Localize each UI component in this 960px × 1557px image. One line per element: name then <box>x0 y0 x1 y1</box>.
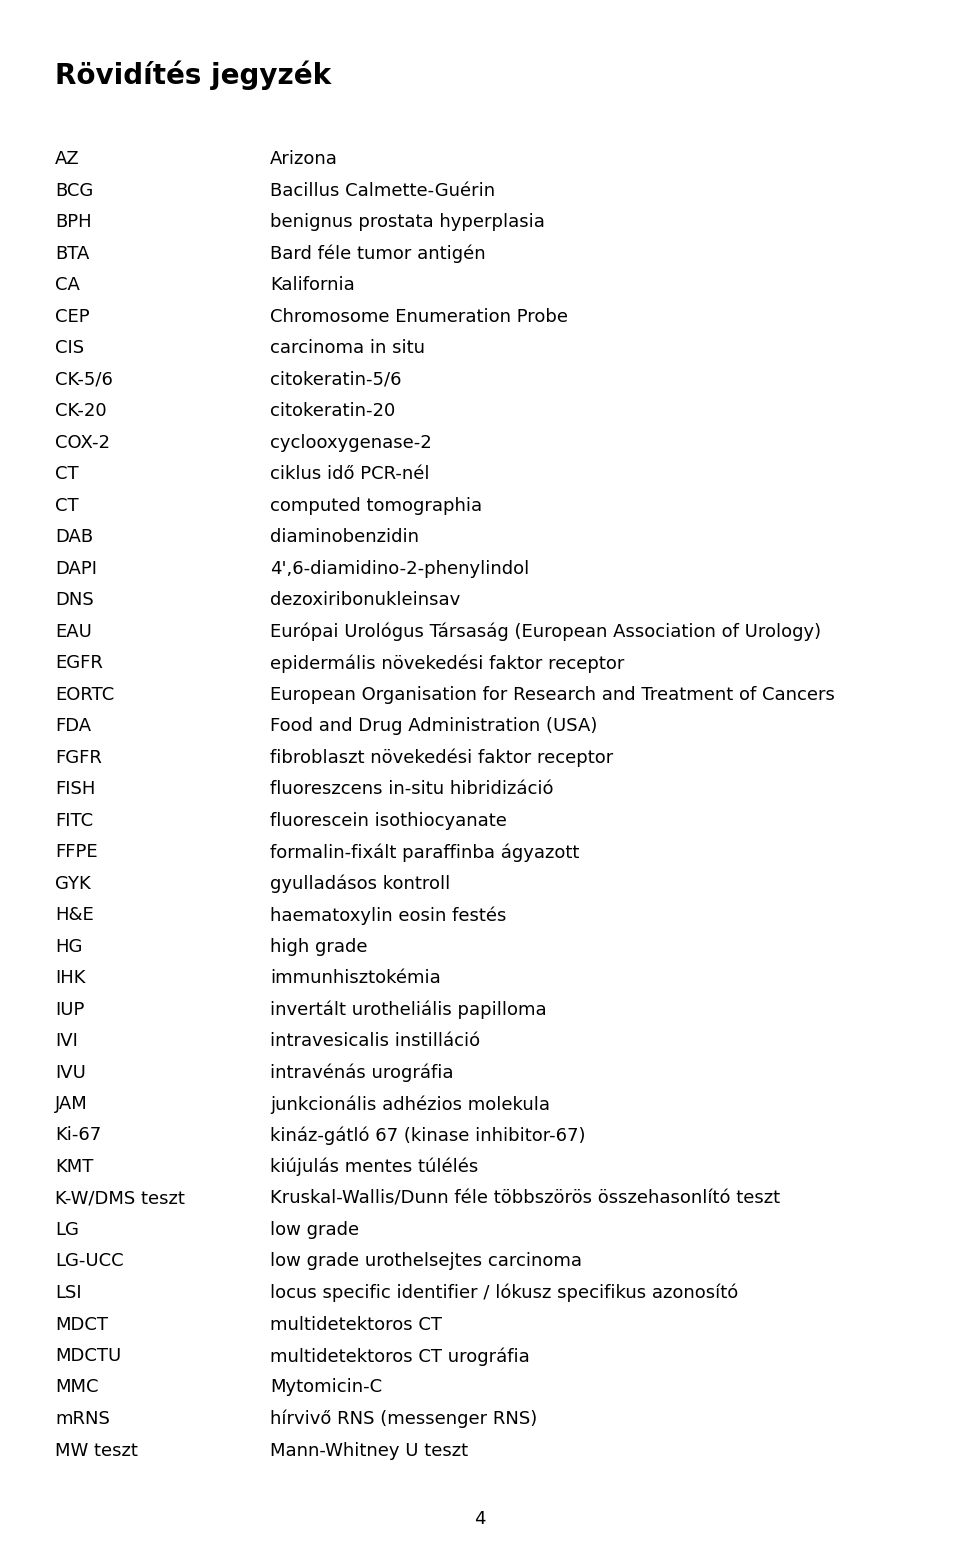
Text: low grade urothelsejtes carcinoma: low grade urothelsejtes carcinoma <box>270 1252 582 1271</box>
Text: immunhisztokémia: immunhisztokémia <box>270 968 441 987</box>
Text: 4',6-diamidino-2-phenylindol: 4',6-diamidino-2-phenylindol <box>270 559 529 578</box>
Text: computed tomographia: computed tomographia <box>270 497 482 514</box>
Text: hírvivő RNS (messenger RNS): hírvivő RNS (messenger RNS) <box>270 1411 538 1428</box>
Text: Bacillus Calmette-Guérin: Bacillus Calmette-Guérin <box>270 182 495 199</box>
Text: benignus prostata hyperplasia: benignus prostata hyperplasia <box>270 213 545 230</box>
Text: H&E: H&E <box>55 906 94 923</box>
Text: MDCTU: MDCTU <box>55 1347 121 1365</box>
Text: junkcionális adhézios molekula: junkcionális adhézios molekula <box>270 1095 550 1113</box>
Text: Mann-Whitney U teszt: Mann-Whitney U teszt <box>270 1442 468 1459</box>
Text: HG: HG <box>55 937 83 956</box>
Text: IVI: IVI <box>55 1032 78 1049</box>
Text: LG-UCC: LG-UCC <box>55 1252 124 1271</box>
Text: CT: CT <box>55 466 79 483</box>
Text: Kalifornia: Kalifornia <box>270 276 355 294</box>
Text: LG: LG <box>55 1221 79 1239</box>
Text: intravénás urográfia: intravénás urográfia <box>270 1063 453 1082</box>
Text: haematoxylin eosin festés: haematoxylin eosin festés <box>270 906 506 925</box>
Text: KMT: KMT <box>55 1158 93 1176</box>
Text: CEP: CEP <box>55 307 89 325</box>
Text: Európai Urológus Társaság (European Association of Urology): Európai Urológus Társaság (European Asso… <box>270 623 821 641</box>
Text: FGFR: FGFR <box>55 749 102 766</box>
Text: CK-5/6: CK-5/6 <box>55 371 113 389</box>
Text: high grade: high grade <box>270 937 368 956</box>
Text: BCG: BCG <box>55 182 93 199</box>
Text: FISH: FISH <box>55 780 95 799</box>
Text: K-W/DMS teszt: K-W/DMS teszt <box>55 1190 185 1208</box>
Text: DAPI: DAPI <box>55 559 97 578</box>
Text: fluorescein isothiocyanate: fluorescein isothiocyanate <box>270 811 507 830</box>
Text: MDCT: MDCT <box>55 1316 108 1333</box>
Text: DNS: DNS <box>55 592 94 609</box>
Text: Chromosome Enumeration Probe: Chromosome Enumeration Probe <box>270 307 568 325</box>
Text: diaminobenzidin: diaminobenzidin <box>270 528 419 547</box>
Text: multidetektoros CT: multidetektoros CT <box>270 1316 442 1333</box>
Text: Rövidítés jegyzék: Rövidítés jegyzék <box>55 61 331 89</box>
Text: cyclooxygenase-2: cyclooxygenase-2 <box>270 433 432 452</box>
Text: citokeratin-5/6: citokeratin-5/6 <box>270 371 401 389</box>
Text: IUP: IUP <box>55 1001 84 1018</box>
Text: EAU: EAU <box>55 623 92 640</box>
Text: DAB: DAB <box>55 528 93 547</box>
Text: FDA: FDA <box>55 718 91 735</box>
Text: Ki-67: Ki-67 <box>55 1127 101 1144</box>
Text: Bard féle tumor antigén: Bard féle tumor antigén <box>270 244 486 263</box>
Text: CIS: CIS <box>55 339 84 357</box>
Text: Arizona: Arizona <box>270 149 338 168</box>
Text: CK-20: CK-20 <box>55 402 107 420</box>
Text: carcinoma in situ: carcinoma in situ <box>270 339 425 357</box>
Text: kináz-gátló 67 (kinase inhibitor-67): kináz-gátló 67 (kinase inhibitor-67) <box>270 1127 586 1144</box>
Text: FITC: FITC <box>55 811 93 830</box>
Text: citokeratin-20: citokeratin-20 <box>270 402 396 420</box>
Text: AZ: AZ <box>55 149 80 168</box>
Text: dezoxiribonukleinsav: dezoxiribonukleinsav <box>270 592 460 609</box>
Text: JAM: JAM <box>55 1095 87 1113</box>
Text: Kruskal-Wallis/Dunn féle többszörös összehasonlító teszt: Kruskal-Wallis/Dunn féle többszörös össz… <box>270 1190 780 1208</box>
Text: multidetektoros CT urográfia: multidetektoros CT urográfia <box>270 1347 530 1365</box>
Text: 4: 4 <box>474 1510 486 1527</box>
Text: locus specific identifier / lókusz specifikus azonosító: locus specific identifier / lókusz speci… <box>270 1285 738 1303</box>
Text: intravesicalis instilláció: intravesicalis instilláció <box>270 1032 480 1049</box>
Text: fluoreszcens in-situ hibridizáció: fluoreszcens in-situ hibridizáció <box>270 780 554 799</box>
Text: fibroblaszt növekedési faktor receptor: fibroblaszt növekedési faktor receptor <box>270 749 613 768</box>
Text: LSI: LSI <box>55 1285 82 1302</box>
Text: gyulladásos kontroll: gyulladásos kontroll <box>270 875 450 894</box>
Text: FFPE: FFPE <box>55 842 98 861</box>
Text: IHK: IHK <box>55 968 85 987</box>
Text: invertált urotheliális papilloma: invertált urotheliális papilloma <box>270 1001 546 1018</box>
Text: ciklus idő PCR-nél: ciklus idő PCR-nél <box>270 466 429 483</box>
Text: IVU: IVU <box>55 1063 85 1082</box>
Text: low grade: low grade <box>270 1221 359 1239</box>
Text: mRNS: mRNS <box>55 1411 109 1428</box>
Text: CA: CA <box>55 276 80 294</box>
Text: GYK: GYK <box>55 875 91 892</box>
Text: European Organisation for Research and Treatment of Cancers: European Organisation for Research and T… <box>270 685 835 704</box>
Text: formalin-fixált paraffinba ágyazott: formalin-fixált paraffinba ágyazott <box>270 842 580 861</box>
Text: Food and Drug Administration (USA): Food and Drug Administration (USA) <box>270 718 597 735</box>
Text: COX-2: COX-2 <box>55 433 110 452</box>
Text: EORTC: EORTC <box>55 685 114 704</box>
Text: epidermális növekedési faktor receptor: epidermális növekedési faktor receptor <box>270 654 624 673</box>
Text: BTA: BTA <box>55 244 89 263</box>
Text: EGFR: EGFR <box>55 654 103 673</box>
Text: BPH: BPH <box>55 213 91 230</box>
Text: kiújulás mentes túlélés: kiújulás mentes túlélés <box>270 1158 478 1177</box>
Text: CT: CT <box>55 497 79 514</box>
Text: Mytomicin-C: Mytomicin-C <box>270 1378 382 1397</box>
Text: MMC: MMC <box>55 1378 99 1397</box>
Text: MW teszt: MW teszt <box>55 1442 138 1459</box>
